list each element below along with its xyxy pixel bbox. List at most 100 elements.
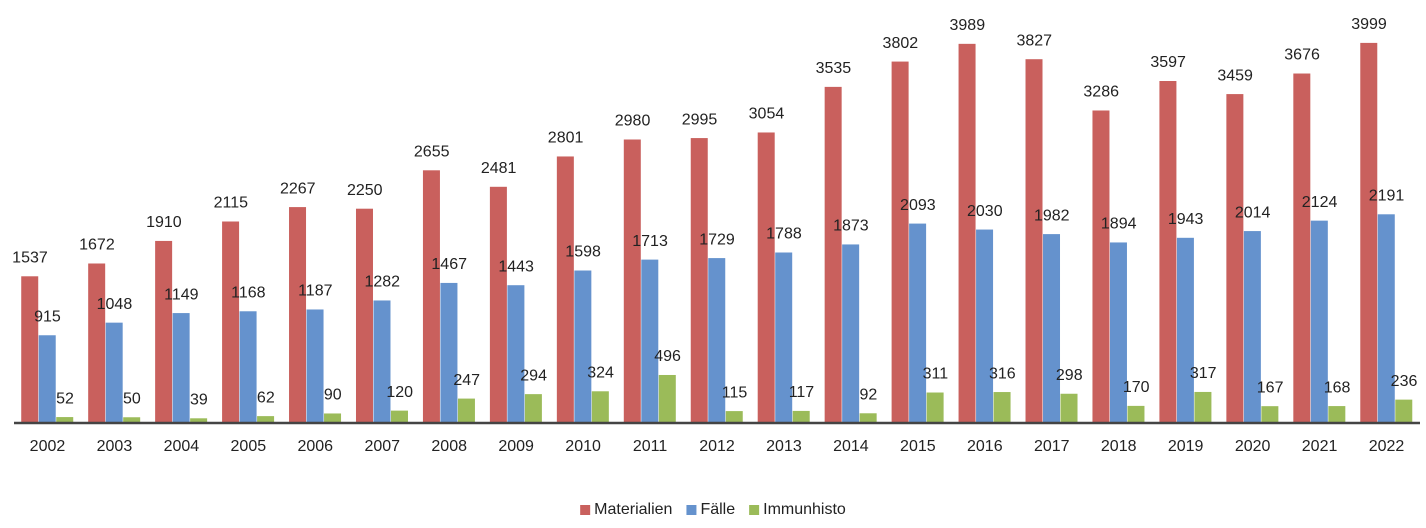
value-label: 236	[1391, 373, 1418, 390]
bar	[1025, 59, 1043, 422]
value-label: 2030	[967, 203, 1003, 220]
value-label: 1873	[833, 218, 869, 235]
value-label: 2995	[682, 111, 718, 128]
value-label: 170	[1123, 379, 1150, 396]
value-label: 1443	[498, 258, 534, 275]
value-label: 2014	[1235, 204, 1271, 221]
x-tick-label: 2021	[1302, 438, 1338, 455]
x-tick-label: 2014	[833, 438, 869, 455]
bar	[1043, 234, 1061, 422]
value-label: 1910	[146, 214, 182, 231]
bar	[1060, 393, 1078, 422]
bar	[222, 221, 240, 422]
value-label: 3827	[1016, 32, 1052, 49]
value-label: 3597	[1150, 54, 1186, 71]
bar	[123, 417, 141, 422]
bar	[591, 391, 609, 422]
value-label: 3054	[749, 106, 785, 123]
value-label: 92	[860, 386, 878, 403]
bar	[56, 417, 74, 422]
value-label: 1943	[1168, 211, 1204, 228]
value-label: 2801	[548, 130, 584, 147]
value-label: 3535	[816, 60, 852, 77]
bar	[1261, 406, 1279, 422]
bar	[926, 392, 944, 422]
bar	[725, 411, 743, 422]
value-label: 324	[587, 365, 614, 382]
x-tick-label: 2015	[900, 438, 936, 455]
bar	[824, 86, 842, 422]
value-label: 120	[386, 384, 413, 401]
bar	[190, 418, 208, 422]
value-label: 115	[722, 384, 748, 401]
value-label: 1149	[164, 286, 199, 303]
x-tick-label: 2022	[1369, 438, 1405, 455]
x-tick-label: 2005	[231, 438, 267, 455]
bar	[1310, 220, 1328, 422]
bar	[891, 61, 909, 422]
x-tick-label: 2018	[1101, 438, 1137, 455]
value-label: 167	[1257, 379, 1284, 396]
bar	[757, 132, 775, 422]
value-label: 1894	[1101, 216, 1137, 233]
x-tick-label: 2011	[633, 438, 668, 455]
x-tick-label: 2013	[766, 438, 802, 455]
bar	[690, 138, 708, 422]
bar	[306, 309, 324, 422]
value-label: 1598	[565, 244, 601, 261]
x-tick-label: 2017	[1034, 438, 1070, 455]
value-label: 2115	[214, 195, 249, 212]
bar	[623, 139, 641, 422]
value-label: 39	[190, 392, 208, 409]
x-tick-label: 2020	[1235, 438, 1271, 455]
bar	[289, 207, 307, 422]
value-label: 294	[520, 367, 547, 384]
bar	[859, 413, 877, 422]
bar	[1395, 399, 1413, 422]
bar	[708, 258, 726, 422]
bar	[1293, 73, 1311, 422]
bar	[440, 282, 458, 422]
bar	[1159, 81, 1177, 423]
bar	[1377, 214, 1395, 422]
value-label: 496	[654, 348, 681, 365]
value-label: 316	[989, 365, 1016, 382]
value-label: 3286	[1083, 84, 1119, 101]
bar	[909, 223, 927, 422]
x-tick-label: 2012	[699, 438, 735, 455]
bar	[792, 410, 810, 422]
x-tick-label: 2019	[1168, 438, 1204, 455]
value-label: 2980	[615, 113, 651, 130]
x-tick-label: 2007	[364, 438, 400, 455]
bar	[257, 416, 275, 422]
x-tick-label: 2016	[967, 438, 1003, 455]
bar	[324, 413, 342, 422]
bar	[1109, 242, 1127, 422]
value-label: 2267	[280, 180, 316, 197]
value-label: 2124	[1302, 194, 1338, 211]
bar	[976, 229, 994, 422]
x-tick-label: 2004	[164, 438, 200, 455]
value-label: 50	[123, 390, 141, 407]
legend-label: Materialien	[594, 501, 672, 518]
legend-swatch	[686, 505, 697, 515]
bar	[457, 398, 475, 422]
value-label: 1187	[298, 283, 333, 300]
value-label: 3999	[1351, 16, 1387, 33]
bar	[1194, 391, 1212, 422]
value-label: 1713	[632, 233, 668, 250]
bar	[842, 244, 860, 422]
value-label: 247	[453, 372, 480, 389]
value-label: 2191	[1369, 188, 1405, 205]
bar	[172, 313, 190, 422]
bar	[507, 285, 525, 422]
x-tick-label: 2002	[30, 438, 66, 455]
value-label: 1982	[1034, 207, 1070, 224]
bar	[1243, 231, 1261, 422]
bar	[641, 259, 659, 422]
bar	[958, 43, 976, 422]
bar	[373, 300, 391, 422]
value-label: 3459	[1217, 67, 1253, 84]
value-label: 117	[789, 384, 815, 401]
value-label: 1467	[431, 256, 467, 273]
